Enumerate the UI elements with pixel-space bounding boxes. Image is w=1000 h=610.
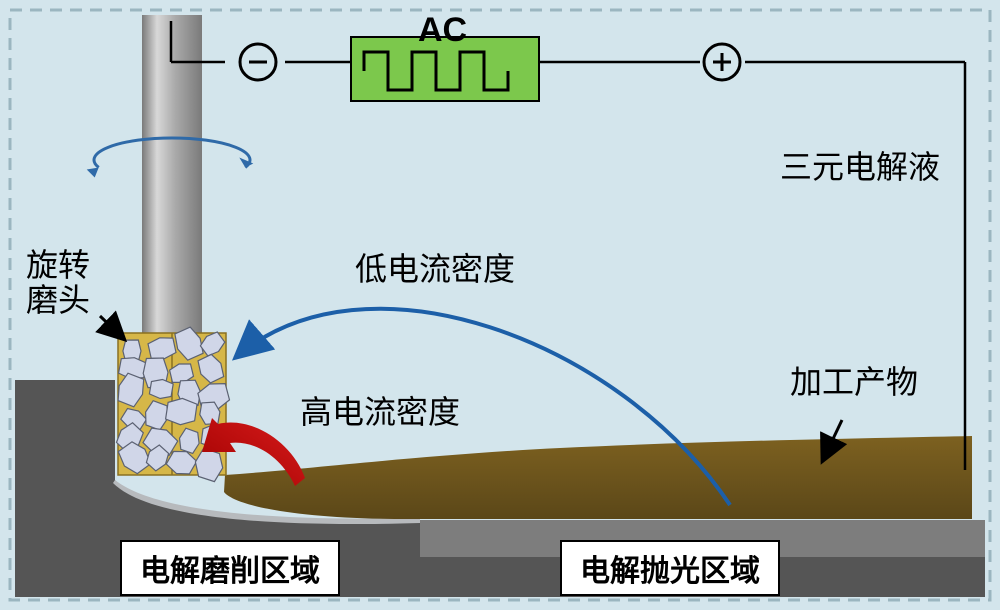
abrasive-grain — [200, 402, 220, 424]
ac-label: AC — [418, 12, 467, 49]
label-high-current-density: 高电流密度 — [300, 395, 460, 430]
label-machining-product: 加工产物 — [790, 365, 918, 400]
ac-square-wave — [364, 52, 508, 90]
abrasive-grain — [149, 380, 173, 399]
label-rotating-head: 旋转磨头 — [26, 248, 90, 318]
label-rotating-head-line: 磨头 — [26, 283, 90, 318]
label-low-current-density: 低电流密度 — [355, 252, 515, 287]
label-ternary-electrolyte: 三元电解液 — [780, 150, 940, 185]
label-rotating-head-line: 旋转 — [26, 248, 90, 283]
label-ecg-zone: 电解磨削区域 — [120, 540, 340, 596]
abrasive-grain — [166, 398, 197, 424]
label-ecp-zone: 电解抛光区域 — [560, 540, 780, 596]
grinding-wheel — [117, 327, 230, 482]
